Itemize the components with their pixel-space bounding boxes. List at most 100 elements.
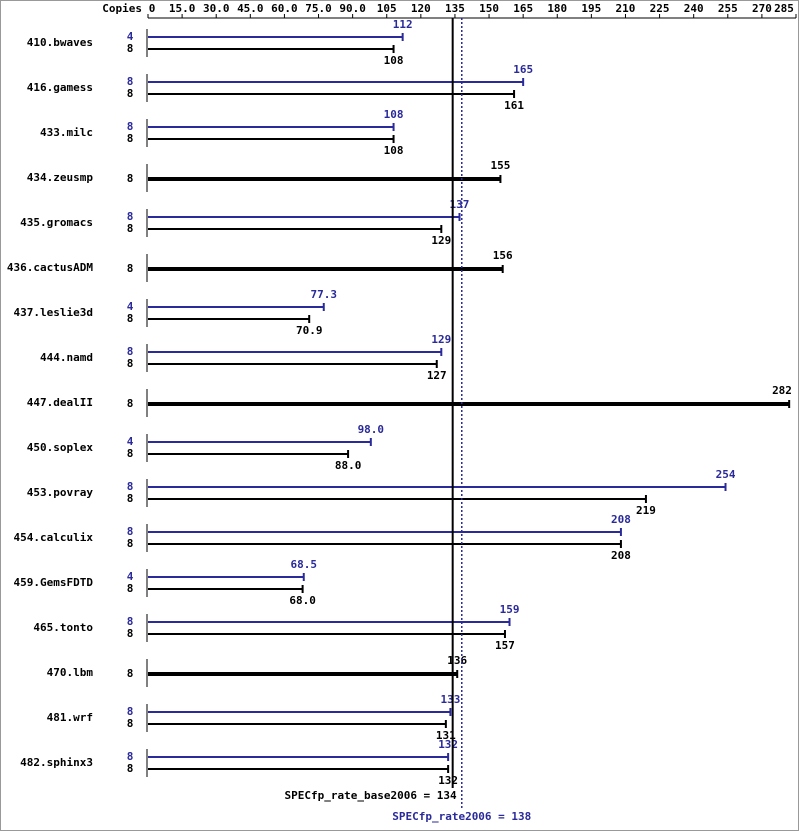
value-label: 132 [438,774,458,787]
copies-label: 8 [127,210,134,223]
value-label: 157 [495,639,515,652]
x-tick-label: 180 [547,2,567,15]
x-tick-label: 120 [411,2,431,15]
value-label: 88.0 [335,459,362,472]
copies-label: 4 [127,570,134,583]
benchmark-label: 481.wrf [47,711,93,724]
copies-label: 8 [127,345,134,358]
copies-label: 8 [127,615,134,628]
copies-label: 8 [127,492,134,505]
copies-label: 8 [127,762,134,775]
copies-label: 4 [127,300,134,313]
benchmark-label: 447.dealII [27,396,93,409]
copies-label: 8 [127,397,134,410]
x-tick-label: 165 [513,2,533,15]
copies-label: 8 [127,582,134,595]
x-tick-label: 30.0 [203,2,230,15]
benchmark-label: 436.cactusADM [7,261,93,274]
value-label: 129 [431,234,451,247]
x-tick-label: 0 [149,2,156,15]
copies-label: 8 [127,262,134,275]
copies-label: 8 [127,717,134,730]
benchmark-label: 453.povray [27,486,94,499]
value-label: 68.5 [290,558,317,571]
value-label: 254 [716,468,736,481]
value-label: 129 [431,333,451,346]
value-label: 77.3 [311,288,338,301]
benchmark-label: 433.milc [40,126,93,139]
benchmark-label: 444.namd [40,351,93,364]
benchmark-label: 435.gromacs [20,216,93,229]
value-label: 136 [447,654,467,667]
copies-label: 8 [127,537,134,550]
x-tick-label: 135 [445,2,465,15]
value-label: 70.9 [296,324,323,337]
value-label: 108 [384,54,404,67]
benchmark-label: 416.gamess [27,81,93,94]
copies-label: 8 [127,525,134,538]
copies-label: 8 [127,312,134,325]
value-label: 108 [384,144,404,157]
value-label: 127 [427,369,447,382]
value-label: 68.0 [289,594,316,607]
copies-label: 4 [127,30,134,43]
x-tick-label: 45.0 [237,2,264,15]
copies-label: 8 [127,132,134,145]
copies-label: 8 [127,627,134,640]
x-tick-label: 60.0 [271,2,298,15]
reference-label: SPECfp_rate2006 = 138 [392,810,531,823]
x-tick-label: 270 [752,2,772,15]
reference-label: SPECfp_rate_base2006 = 134 [284,789,457,802]
copies-label: 8 [127,480,134,493]
copies-label: 8 [127,75,134,88]
value-label: 282 [772,384,792,397]
copies-label: 8 [127,705,134,718]
x-tick-label: 75.0 [305,2,332,15]
benchmark-label: 437.leslie3d [14,306,93,319]
copies-label: 8 [127,750,134,763]
benchmark-label: 465.tonto [33,621,93,634]
x-tick-label: 240 [684,2,704,15]
x-tick-label: 15.0 [169,2,196,15]
benchmark-label: 482.sphinx3 [20,756,93,769]
x-tick-label: 285 [774,2,794,15]
copies-label: 8 [127,42,134,55]
x-tick-label: 195 [581,2,601,15]
benchmark-label: 434.zeusmp [27,171,94,184]
x-tick-label: 150 [479,2,499,15]
copies-label: 8 [127,222,134,235]
value-label: 219 [636,504,656,517]
value-label: 112 [393,18,413,31]
copies-label: 8 [127,667,134,680]
copies-label: 8 [127,172,134,185]
x-tick-label: 90.0 [339,2,366,15]
x-tick-label: 105 [377,2,397,15]
copies-label: 8 [127,87,134,100]
benchmark-label: 454.calculix [14,531,94,544]
value-label: 132 [438,738,458,751]
value-label: 208 [611,513,631,526]
copies-label: 8 [127,120,134,133]
value-label: 133 [440,693,460,706]
value-label: 137 [450,198,470,211]
benchmark-label: 410.bwaves [27,36,93,49]
copies-header: Copies [102,2,142,15]
x-tick-label: 210 [616,2,636,15]
value-label: 208 [611,549,631,562]
value-label: 155 [490,159,510,172]
value-label: 108 [384,108,404,121]
value-label: 131 [436,729,456,742]
benchmark-label: 470.lbm [47,666,94,679]
value-label: 159 [500,603,520,616]
copies-label: 4 [127,435,134,448]
copies-label: 8 [127,447,134,460]
benchmark-label: 450.soplex [27,441,94,454]
value-label: 165 [513,63,533,76]
copies-label: 8 [127,357,134,370]
value-label: 156 [493,249,513,262]
benchmark-label: 459.GemsFDTD [14,576,94,589]
x-tick-label: 255 [718,2,738,15]
value-label: 98.0 [358,423,385,436]
